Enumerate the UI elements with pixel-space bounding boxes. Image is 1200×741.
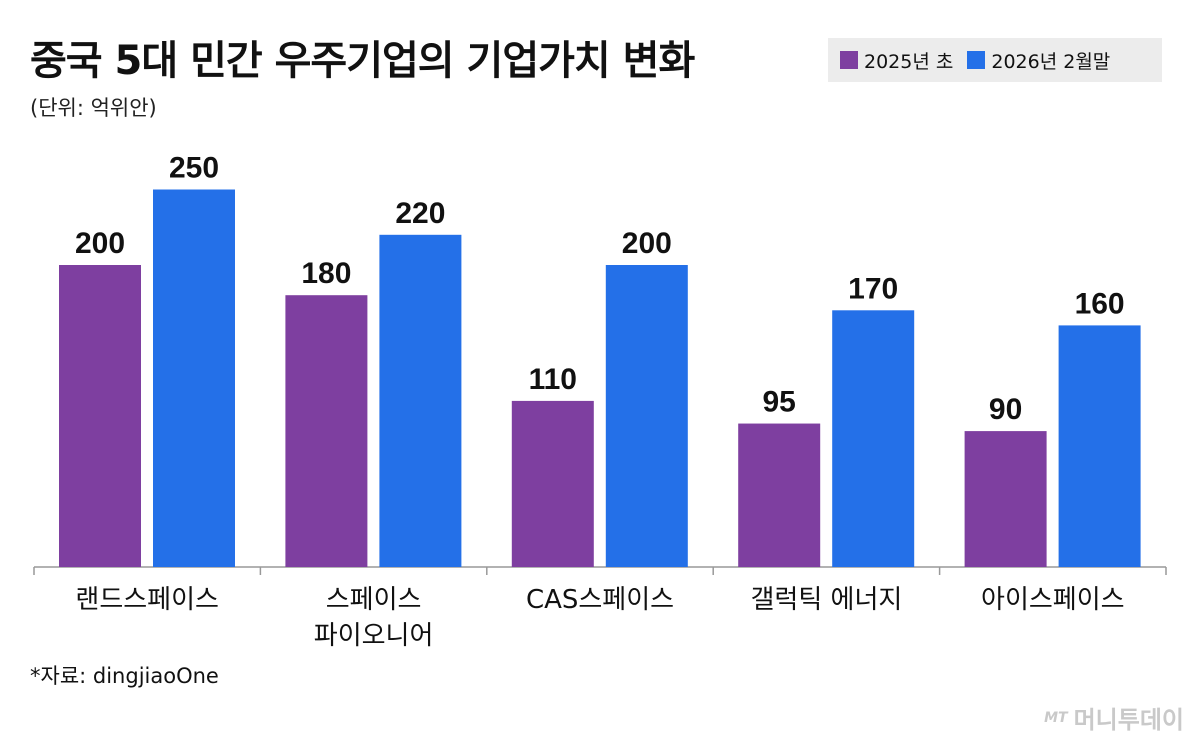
unit-note: (단위: 억위안) xyxy=(30,96,157,120)
bar-2025 xyxy=(738,423,821,567)
bar-2026 xyxy=(832,310,915,567)
data-label: 170 xyxy=(848,272,898,305)
bar-2026 xyxy=(153,189,235,567)
category-label: 아이스페이스 xyxy=(981,585,1125,615)
data-label: 90 xyxy=(989,393,1022,426)
bar-2025 xyxy=(59,265,141,567)
bar-2025 xyxy=(964,431,1047,567)
data-label: 220 xyxy=(395,197,445,230)
category-label: 스페이스 xyxy=(326,585,422,615)
data-label: 250 xyxy=(169,152,219,185)
category-label: 갤럭틱 에너지 xyxy=(751,585,903,615)
source-note: *자료: dingjiaoOne xyxy=(30,664,219,688)
bar-2026 xyxy=(379,234,462,568)
brand-logo: MT 머니투데이 xyxy=(1044,700,1184,735)
legend-item-2025: 2025년 초 xyxy=(840,47,953,74)
bar-2026 xyxy=(1058,325,1141,567)
brand-name: 머니투데이 xyxy=(1073,706,1184,734)
legend-label-2026: 2026년 2월말 xyxy=(991,50,1111,73)
legend-swatch-2025 xyxy=(840,51,858,69)
legend-label-2025: 2025년 초 xyxy=(864,50,954,73)
category-label: 파이오니어 xyxy=(314,621,434,651)
data-label: 110 xyxy=(529,363,577,396)
bar-2025 xyxy=(511,400,594,567)
legend: 2025년 초 2026년 2월말 xyxy=(828,38,1162,82)
data-label: 200 xyxy=(622,227,672,260)
legend-item-2026: 2026년 2월말 xyxy=(967,47,1110,74)
brand-mark: MT xyxy=(1044,709,1068,726)
data-label: 200 xyxy=(75,227,125,260)
chart-title: 중국 5대 민간 우주기업의 기업가치 변화 xyxy=(30,38,695,84)
legend-swatch-2026 xyxy=(967,51,986,69)
bar-2025 xyxy=(285,295,368,567)
data-label: 95 xyxy=(763,386,796,419)
data-label: 180 xyxy=(301,257,351,290)
bar-2026 xyxy=(605,265,688,567)
category-label: CAS스페이스 xyxy=(526,585,674,615)
category-label: 랜드스페이스 xyxy=(75,585,219,615)
data-label: 160 xyxy=(1075,287,1125,320)
